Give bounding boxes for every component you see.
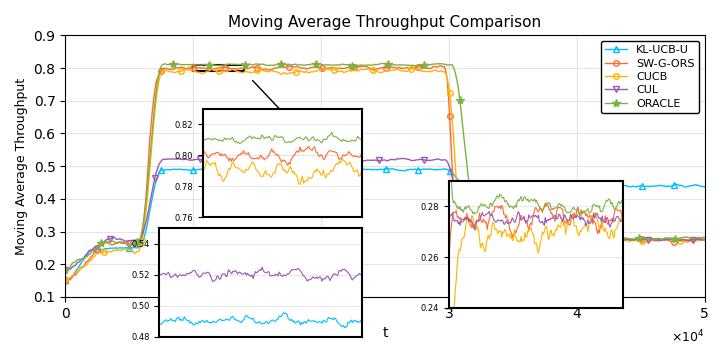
CUL (371, 158, 379, 162)
ORACLE (371, 63, 379, 67)
Y-axis label: Moving Average Throughput: Moving Average Throughput (15, 77, 28, 255)
ORACLE (311, 61, 319, 66)
SW-G-ORS (61, 279, 70, 283)
CUCB (700, 237, 709, 241)
KL-UCB-U (371, 167, 379, 172)
ORACLE (64, 269, 72, 273)
CUL (306, 156, 314, 160)
KL-UCB-U (588, 184, 597, 188)
CUL (61, 268, 70, 272)
X-axis label: t: t (382, 326, 387, 340)
ORACLE (410, 63, 418, 68)
KL-UCB-U (62, 278, 71, 282)
ORACLE (700, 235, 709, 239)
CUL (588, 237, 597, 242)
KL-UCB-U (688, 184, 696, 188)
Line: KL-UCB-U: KL-UCB-U (62, 164, 708, 283)
Line: ORACLE: ORACLE (61, 59, 709, 275)
CUL (367, 158, 376, 162)
KL-UCB-U (61, 277, 70, 282)
ORACLE (61, 268, 70, 273)
CUCB (688, 240, 696, 244)
CUL (410, 158, 418, 163)
Title: Moving Average Throughput Comparison: Moving Average Throughput Comparison (228, 15, 542, 30)
SW-G-ORS (365, 66, 374, 70)
CUCB (366, 67, 374, 72)
CUCB (588, 242, 597, 246)
Bar (193, 65, 244, 71)
CUL (444, 162, 452, 166)
Legend: KL-UCB-U, SW-G-ORS, CUCB, CUL, ORACLE: KL-UCB-U, SW-G-ORS, CUCB, CUL, ORACLE (601, 41, 699, 113)
Line: SW-G-ORS: SW-G-ORS (62, 63, 707, 284)
KL-UCB-U (700, 185, 709, 189)
ORACLE (688, 236, 696, 240)
KL-UCB-U (410, 167, 418, 172)
SW-G-ORS (369, 67, 377, 71)
SW-G-ORS (686, 237, 695, 242)
KL-UCB-U (367, 168, 376, 172)
CUL (688, 237, 696, 242)
ORACLE (367, 63, 376, 67)
Text: $\times10^4$: $\times10^4$ (671, 328, 704, 345)
CUCB (61, 277, 70, 282)
CUCB (408, 66, 417, 71)
CUL (700, 238, 709, 242)
CUCB (62, 278, 71, 282)
SW-G-ORS (407, 65, 416, 70)
KL-UCB-U (444, 168, 452, 172)
ORACLE (444, 63, 452, 67)
Line: CUCB: CUCB (62, 66, 707, 283)
ORACLE (588, 236, 597, 240)
Line: CUL: CUL (62, 155, 708, 274)
SW-G-ORS (443, 77, 452, 81)
KL-UCB-U (330, 165, 339, 170)
SW-G-ORS (437, 64, 445, 68)
CUCB (410, 67, 418, 71)
CUCB (444, 82, 452, 87)
SW-G-ORS (700, 237, 709, 241)
CUCB (370, 68, 379, 73)
SW-G-ORS (586, 236, 595, 240)
CUL (62, 268, 71, 273)
